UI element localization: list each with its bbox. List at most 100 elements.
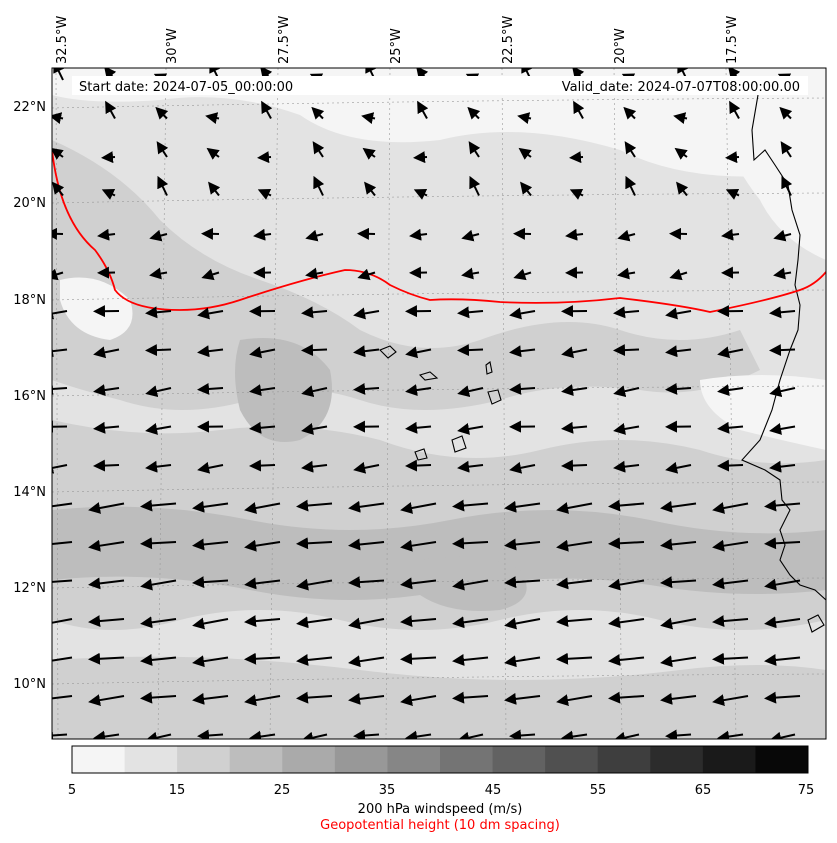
wind-vector — [353, 307, 380, 320]
wind-vector — [105, 100, 117, 119]
colorbar-frame — [71, 745, 809, 774]
colorbar-cell — [440, 746, 494, 773]
wind-vector — [244, 615, 281, 628]
wind-vector — [779, 106, 793, 120]
wind-vector — [88, 615, 125, 628]
wind-vector — [617, 267, 636, 280]
wind-vector — [717, 384, 744, 396]
island — [807, 614, 825, 633]
wind-vector — [769, 344, 796, 357]
wind-vector — [773, 267, 792, 280]
wind-vector — [140, 537, 177, 550]
wind-vector — [417, 100, 429, 119]
wind-vector — [504, 576, 541, 589]
wind-vector — [764, 616, 801, 629]
wind-vector — [780, 141, 793, 158]
wind-vector — [145, 306, 172, 319]
wind-vector — [353, 729, 380, 739]
wind-vector — [469, 175, 481, 196]
wind-vector — [93, 421, 120, 434]
wind-vector — [608, 616, 645, 629]
lon-axis: 32.5°W 30°W 27.5°W 25°W 22.5°W 20°W 17.5… — [55, 16, 740, 64]
wind-vector — [613, 423, 640, 435]
wind-vector — [712, 652, 749, 665]
island — [485, 361, 493, 375]
wind-vector — [461, 267, 480, 280]
wind-vector — [660, 617, 697, 630]
wind-vector — [457, 423, 484, 435]
wind-vector — [149, 267, 168, 280]
wind-vector — [149, 229, 168, 242]
wind-vector — [717, 421, 744, 434]
wind-vector — [140, 691, 177, 704]
wind-vector — [348, 500, 385, 513]
wind-vector — [353, 382, 380, 395]
wind-vector — [296, 691, 333, 704]
lon-tick-label: 25°W — [389, 28, 404, 64]
wind-vector — [88, 577, 125, 590]
wind-vector — [400, 539, 437, 552]
wind-vector — [509, 729, 536, 739]
wind-vector — [660, 576, 697, 589]
wind-vector — [461, 229, 480, 242]
wind-vector — [405, 421, 432, 434]
map-frame — [51, 67, 827, 740]
colorbar-cell — [387, 746, 441, 773]
wind-vector — [140, 616, 177, 629]
wind-vector — [561, 459, 588, 472]
wind-vector — [504, 500, 541, 513]
wind-vector — [556, 539, 593, 552]
wind-vector — [145, 731, 172, 739]
wind-vector — [53, 68, 65, 81]
wind-vector — [140, 499, 177, 512]
wind-vector — [468, 141, 481, 158]
wind-vector — [556, 694, 593, 707]
wind-vector — [244, 694, 281, 707]
wind-vector — [660, 500, 697, 513]
wind-vector — [192, 538, 229, 551]
wind-vector — [88, 694, 125, 707]
wind-vector — [556, 615, 593, 628]
lat-tick-label: 20°N — [13, 196, 46, 211]
lat-tick-label: 12°N — [13, 581, 46, 596]
wind-vector — [769, 423, 796, 435]
lon-tick-label: 32.5°W — [55, 16, 70, 64]
wind-vector — [313, 175, 325, 196]
wind-vector — [413, 188, 428, 200]
wind-vector — [244, 502, 281, 514]
wind-vector — [665, 307, 692, 320]
wind-vector — [400, 694, 437, 707]
wind-vector — [400, 502, 437, 514]
wind-vector — [617, 229, 636, 242]
wind-vector — [52, 502, 73, 508]
colorbar-cell — [702, 746, 756, 773]
wind-vector — [52, 461, 68, 474]
wind-vector — [665, 729, 692, 739]
wind-vector — [504, 538, 541, 551]
wind-vector — [509, 382, 536, 395]
lat-axis: 22°N 20°N 18°N 16°N 14°N 12°N 10°N — [13, 100, 46, 692]
colorbar-ticks: 5 15 25 35 45 55 65 75 — [68, 783, 814, 798]
colorbar-cell — [650, 746, 704, 773]
wind-vector — [781, 175, 793, 196]
wind-vector — [504, 617, 541, 630]
lon-tick-label: 17.5°W — [725, 16, 740, 64]
lon-tick-label: 22.5°W — [501, 16, 516, 64]
wind-vector — [457, 460, 484, 473]
colorbar-cell — [755, 746, 809, 773]
wind-vector — [208, 181, 221, 197]
colorbar-cell — [229, 746, 283, 773]
wind-vector — [301, 344, 328, 357]
wind-vector — [613, 306, 640, 319]
colorbar-cell — [282, 746, 336, 773]
wind-vector — [624, 141, 637, 158]
wind-vector — [405, 384, 432, 396]
colorbar-cell — [334, 746, 388, 773]
colorbar-cell — [177, 746, 231, 773]
colorbar-cell — [124, 746, 178, 773]
wind-vector — [192, 576, 229, 589]
wind-vector — [52, 112, 64, 124]
wind-vector — [712, 502, 749, 514]
wind-vector — [613, 385, 640, 398]
wind-vector — [253, 228, 272, 241]
